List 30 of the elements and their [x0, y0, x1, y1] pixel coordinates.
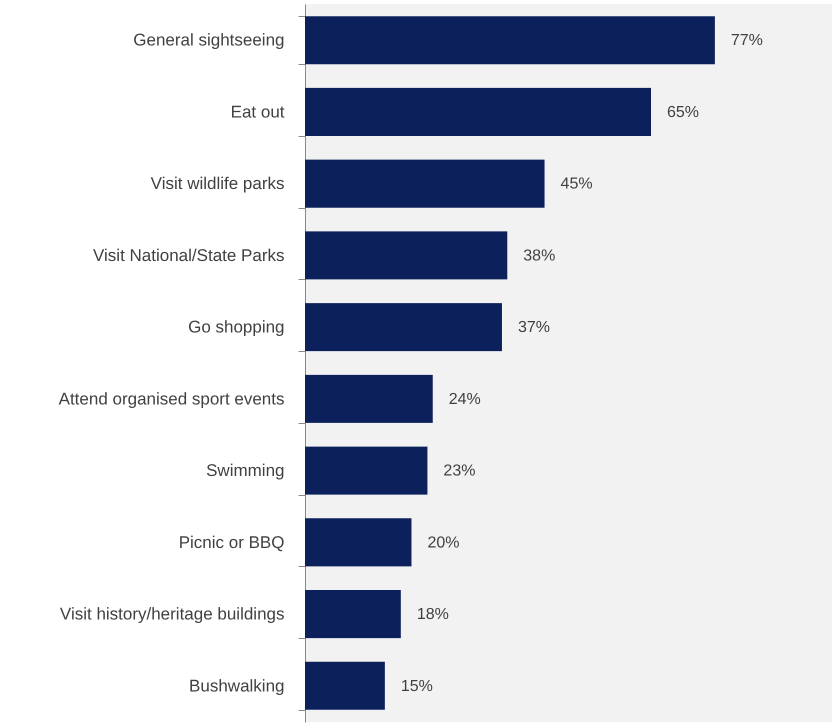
y-tick-label: General sightseeing [133, 30, 284, 50]
bar [305, 16, 715, 64]
y-tick-label: Attend organised sport events [58, 389, 284, 408]
bar [305, 303, 502, 352]
data-label: 45% [560, 176, 593, 193]
data-label: 18% [416, 606, 449, 624]
bar [305, 88, 652, 136]
data-label: 23% [443, 462, 476, 480]
y-tick-label: Eat out [230, 102, 285, 122]
y-tick-label: Go shopping [188, 318, 284, 337]
y-tick-label: Picnic or BBQ [178, 532, 284, 552]
data-label: 77% [730, 32, 763, 50]
y-tick-label: Visit National/State Parks [93, 246, 284, 265]
data-label: 65% [667, 104, 700, 121]
bar [305, 446, 428, 495]
y-tick-label: Visit wildlife parks [150, 174, 284, 194]
data-label: 37% [518, 319, 550, 336]
bar [305, 590, 401, 638]
data-label: 24% [448, 390, 481, 408]
bar [305, 160, 545, 208]
y-tick-label: Bushwalking [189, 676, 284, 696]
y-tick-label: Visit history/heritage buildings [60, 604, 284, 624]
bar [305, 231, 508, 280]
bar [305, 662, 385, 710]
data-label: 20% [427, 534, 460, 552]
data-label: 38% [523, 247, 556, 264]
y-tick-label: Swimming [206, 461, 284, 480]
bar [305, 518, 412, 566]
bar [305, 374, 433, 423]
data-label: 15% [400, 678, 433, 695]
